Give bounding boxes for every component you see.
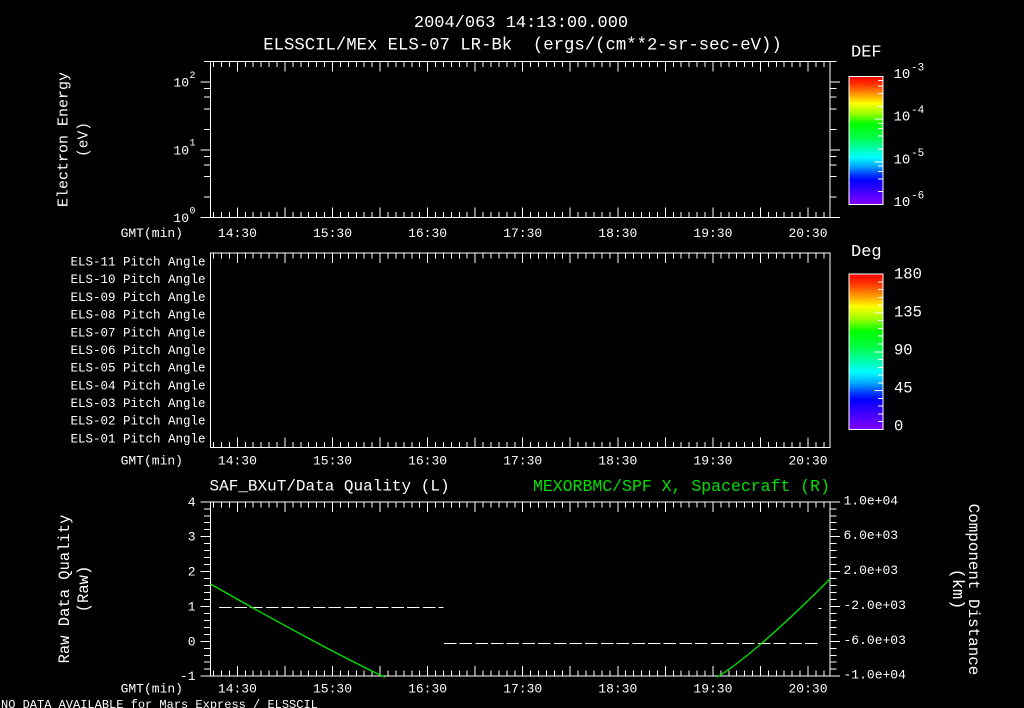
svg-text:ELS-09 Pitch Angle: ELS-09 Pitch Angle [70, 291, 205, 305]
svg-text:19:30: 19:30 [693, 226, 732, 241]
svg-text:10: 10 [894, 195, 911, 211]
svg-text:MEXORBMC/SPF X, Spacecraft (R): MEXORBMC/SPF X, Spacecraft (R) [533, 477, 830, 496]
svg-text:135: 135 [894, 304, 922, 322]
svg-text:10: 10 [894, 67, 911, 83]
svg-text:-2.0e+03: -2.0e+03 [844, 598, 906, 613]
svg-text:10: 10 [173, 211, 189, 226]
svg-text:2: 2 [188, 565, 196, 580]
svg-text:4: 4 [188, 495, 196, 510]
svg-text:19:30: 19:30 [693, 454, 732, 469]
svg-text:17:30: 17:30 [503, 454, 542, 469]
svg-text:ELS-04 Pitch Angle: ELS-04 Pitch Angle [70, 379, 205, 393]
svg-text:3: 3 [188, 530, 196, 545]
svg-text:17:30: 17:30 [503, 682, 542, 697]
svg-text:45: 45 [894, 379, 913, 397]
svg-text:Raw Data Quality: Raw Data Quality [56, 515, 74, 664]
svg-text:ELS-03 Pitch Angle: ELS-03 Pitch Angle [70, 397, 205, 411]
svg-text:2.0e+03: 2.0e+03 [844, 563, 899, 578]
svg-text:14:30: 14:30 [218, 454, 257, 469]
svg-text:18:30: 18:30 [598, 682, 637, 697]
svg-text:ELS-06 Pitch Angle: ELS-06 Pitch Angle [70, 344, 205, 358]
svg-text:15:30: 15:30 [313, 454, 352, 469]
svg-text:14:30: 14:30 [218, 682, 257, 697]
svg-text:6.0e+03: 6.0e+03 [844, 528, 899, 543]
svg-text:90: 90 [894, 341, 913, 359]
svg-text:1: 1 [190, 139, 196, 150]
svg-text:Electron Energy: Electron Energy [56, 72, 73, 207]
svg-text:10: 10 [894, 110, 911, 126]
svg-text:20:30: 20:30 [788, 226, 827, 241]
svg-text:ELS-02 Pitch Angle: ELS-02 Pitch Angle [70, 415, 205, 429]
svg-text:ELS-08 Pitch Angle: ELS-08 Pitch Angle [70, 309, 205, 323]
svg-text:-6: -6 [911, 191, 924, 203]
svg-text:GMT(min): GMT(min) [121, 682, 183, 697]
svg-text:16:30: 16:30 [408, 454, 447, 469]
svg-text:(Raw): (Raw) [75, 566, 93, 613]
svg-text:-1: -1 [180, 669, 196, 684]
svg-text:10: 10 [173, 76, 189, 91]
svg-text:Component Distance: Component Distance [964, 504, 982, 676]
svg-text:SAF_BXuT/Data Quality (L): SAF_BXuT/Data Quality (L) [210, 478, 450, 496]
svg-text:ELS-11 Pitch Angle: ELS-11 Pitch Angle [70, 256, 205, 270]
svg-text:ELS-01 Pitch Angle: ELS-01 Pitch Angle [70, 432, 205, 446]
svg-text:(km): (km) [947, 569, 966, 610]
svg-text:17:30: 17:30 [503, 226, 542, 241]
svg-text:-1.0e+04: -1.0e+04 [844, 668, 907, 683]
svg-text:18:30: 18:30 [598, 454, 637, 469]
svg-text:16:30: 16:30 [408, 226, 447, 241]
svg-text:2: 2 [190, 71, 196, 82]
svg-text:18:30: 18:30 [598, 226, 637, 241]
svg-text:-6.0e+03: -6.0e+03 [844, 633, 906, 648]
svg-text:15:30: 15:30 [313, 226, 352, 241]
svg-text:GMT(min): GMT(min) [121, 454, 183, 469]
svg-text:-3: -3 [911, 63, 924, 75]
svg-text:0: 0 [894, 417, 903, 435]
svg-text:10: 10 [173, 143, 189, 158]
svg-text:20:30: 20:30 [788, 682, 827, 697]
svg-text:1: 1 [188, 599, 196, 614]
svg-text:10: 10 [894, 152, 911, 168]
svg-text:ELS-05 Pitch Angle: ELS-05 Pitch Angle [70, 362, 205, 376]
svg-text:ELS-10 Pitch Angle: ELS-10 Pitch Angle [70, 273, 205, 287]
svg-text:DEF: DEF [851, 44, 882, 63]
svg-text:14:30: 14:30 [218, 226, 257, 241]
svg-text:180: 180 [894, 266, 922, 284]
svg-text:Deg: Deg [851, 243, 882, 262]
svg-text:-5: -5 [911, 148, 924, 160]
svg-text:0: 0 [188, 634, 196, 649]
svg-text:NO DATA AVAILABLE for Mars Exp: NO DATA AVAILABLE for Mars Express / ELS… [1, 698, 318, 708]
svg-text:ELSSCIL/MEx ELS-07 LR-Bk (erg: ELSSCIL/MEx ELS-07 LR-Bk (ergs/(cm**2-sr… [263, 37, 782, 56]
svg-text:16:30: 16:30 [408, 682, 447, 697]
svg-text:19:30: 19:30 [693, 682, 732, 697]
svg-text:1.0e+04: 1.0e+04 [844, 493, 899, 508]
svg-text:GMT(min): GMT(min) [121, 226, 183, 241]
svg-text:0: 0 [190, 207, 196, 218]
svg-text:2004/063 14:13:00.000: 2004/063 14:13:00.000 [414, 14, 628, 33]
svg-text:(eV): (eV) [77, 122, 93, 157]
svg-text:15:30: 15:30 [313, 682, 352, 697]
svg-text:-4: -4 [911, 105, 925, 117]
svg-text:ELS-07 Pitch Angle: ELS-07 Pitch Angle [70, 326, 205, 340]
svg-text:20:30: 20:30 [788, 454, 827, 469]
